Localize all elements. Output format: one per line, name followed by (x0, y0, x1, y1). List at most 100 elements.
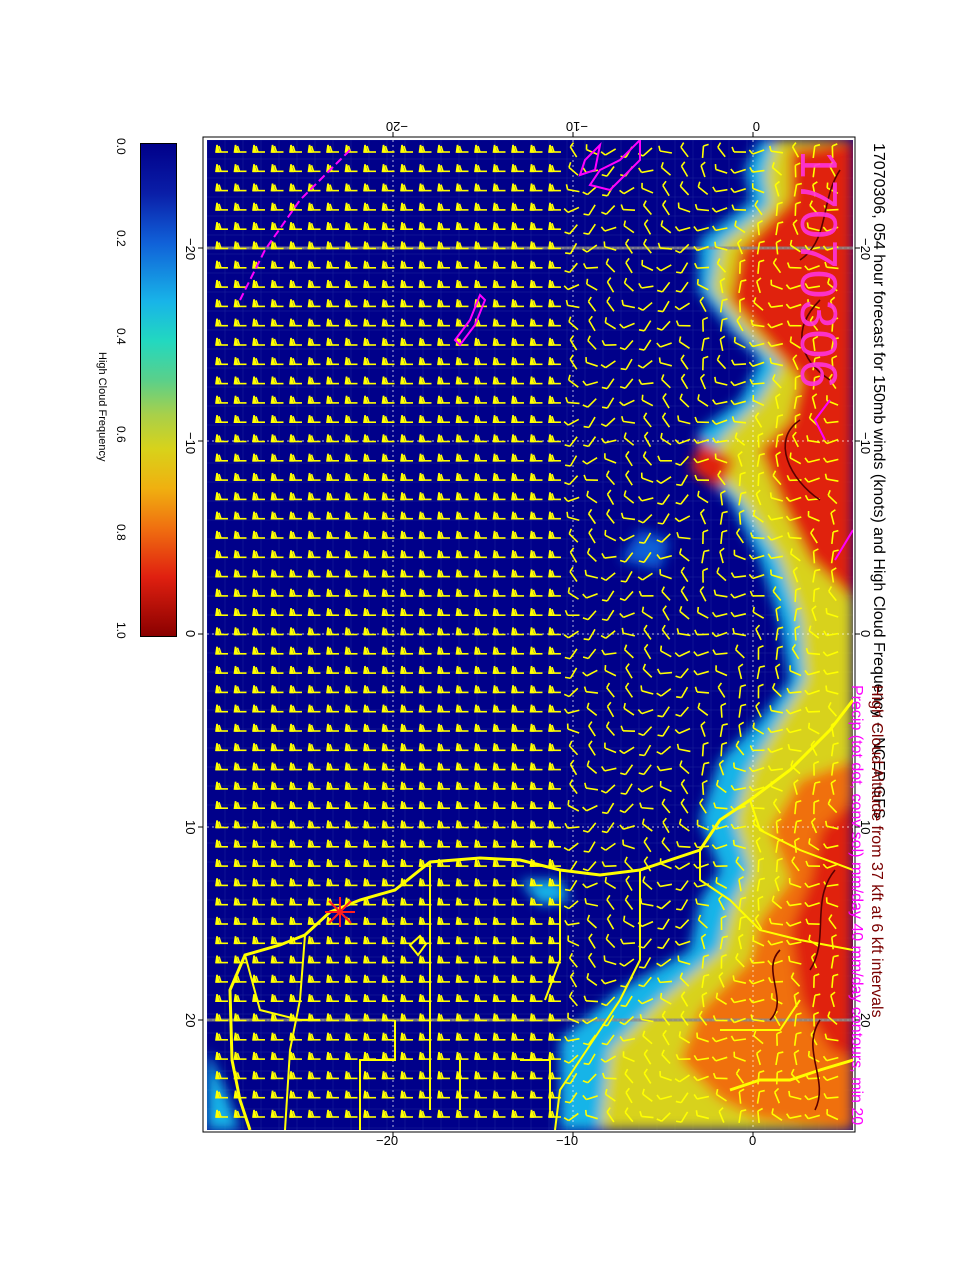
wind-barb (824, 473, 839, 482)
wind-barb (215, 357, 228, 366)
wind-barb (307, 993, 321, 1003)
wind-barb (569, 354, 578, 370)
wind-barb (363, 144, 376, 153)
wind-barb (252, 588, 265, 597)
wind-barb (661, 798, 671, 814)
wind-barb (772, 257, 782, 274)
wind-barb (307, 1051, 321, 1060)
wind-barb (289, 492, 302, 501)
wind-barb (750, 1014, 765, 1023)
wind-barb (734, 220, 746, 234)
wind-barb (215, 723, 228, 732)
wind-barb (363, 337, 376, 346)
wind-barb (719, 935, 728, 950)
wind-barb (326, 492, 339, 501)
wind-barb (437, 550, 450, 559)
wind-barb (712, 186, 728, 193)
wind-barb (715, 992, 728, 1006)
wind-barb (718, 1107, 725, 1123)
wind-barb (791, 856, 800, 872)
wind-barb (400, 511, 413, 520)
wind-barb (326, 665, 339, 674)
wind-barb (289, 337, 302, 346)
wind-barb (753, 1030, 764, 1045)
wind-barb (344, 221, 358, 230)
wind-barb (719, 510, 728, 525)
wind-barb (825, 608, 839, 618)
wind-barb (680, 566, 689, 583)
wind-barb (437, 743, 450, 752)
wind-barb (289, 685, 302, 694)
wind-barb (418, 569, 432, 578)
wind-barb (215, 337, 228, 346)
wind-barb (748, 573, 765, 580)
wind-barb (563, 708, 580, 714)
wind-barb (437, 916, 450, 925)
wind-barb (755, 489, 762, 506)
wind-barb (622, 839, 635, 850)
wind-barb (620, 725, 636, 732)
wind-barb (715, 1088, 727, 1102)
wind-barb (823, 1093, 839, 1099)
wind-barb (363, 762, 376, 771)
wind-barb (738, 259, 746, 274)
wind-barb (625, 470, 633, 486)
wind-barb (252, 183, 265, 192)
wind-barb (326, 936, 339, 945)
wind-barb (418, 492, 432, 501)
wind-barb (326, 993, 339, 1003)
wind-barb (363, 1013, 376, 1022)
wind-barb (583, 1034, 597, 1046)
wind-barb (344, 260, 358, 269)
wind-barb (738, 915, 747, 931)
wind-barb (661, 1010, 671, 1026)
wind-barb (601, 552, 617, 559)
wind-barb (785, 708, 802, 715)
wind-barb (289, 453, 302, 462)
wind-barb (604, 665, 617, 677)
wind-barb (363, 685, 376, 694)
wind-barb (568, 162, 579, 176)
wind-barb (752, 606, 765, 619)
wind-barb (638, 167, 654, 174)
wind-barb (455, 530, 469, 539)
wind-barb (529, 781, 543, 790)
wind-barb (455, 453, 469, 462)
wind-barb (344, 646, 358, 655)
wind-barb (637, 360, 653, 369)
wind-barb (637, 997, 654, 1005)
wind-barb (638, 532, 652, 544)
wind-barb (363, 936, 376, 945)
wind-barb (776, 1030, 783, 1046)
wind-barb (620, 571, 633, 583)
wind-barb (785, 303, 802, 309)
wind-barb (270, 183, 284, 192)
wind-barb (811, 605, 817, 622)
wind-barb (326, 974, 339, 983)
wind-barb (822, 1075, 839, 1082)
wind-barb (418, 820, 432, 829)
wind-barb (455, 1109, 469, 1118)
wind-barb (344, 1090, 358, 1099)
wind-barb (326, 414, 339, 424)
wind-barb (307, 472, 321, 481)
wind-barb (586, 760, 598, 775)
wind-barb (474, 530, 487, 539)
wind-barb (529, 357, 543, 366)
wind-barb (400, 1051, 413, 1060)
wind-barb (289, 376, 302, 385)
wind-barb (680, 991, 689, 1007)
wind-barb (307, 607, 321, 617)
wind-barb (400, 646, 413, 655)
wind-barb (289, 279, 302, 288)
wind-barb (215, 878, 228, 887)
wind-barb (680, 1010, 689, 1026)
wind-barb (675, 455, 690, 467)
wind-barb (363, 858, 376, 867)
wind-barb (307, 434, 321, 443)
wind-barb (455, 164, 469, 173)
wind-barb (363, 279, 376, 288)
wind-barb (767, 727, 784, 734)
wind-barb (583, 223, 596, 235)
wind-barb (582, 244, 598, 253)
